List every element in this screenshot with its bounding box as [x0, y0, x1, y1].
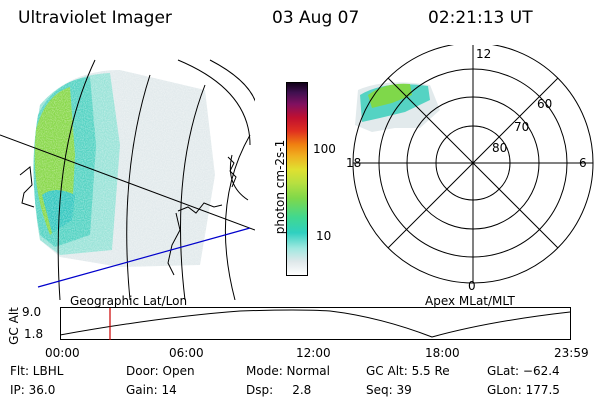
mlt-label-12: 12	[476, 47, 491, 61]
polar-map: 12 18 6 0 60 70 80	[346, 45, 594, 293]
info-glon: GLon: 177.5	[487, 383, 560, 397]
info-glat: GLat: −62.4	[487, 364, 560, 378]
colorbar-unit-label: photon cm-2s-1	[273, 139, 287, 235]
x-tick-0000: 00:00	[45, 346, 80, 360]
colorbar-tick-100: 100	[313, 142, 336, 156]
altitude-plot	[60, 307, 571, 340]
info-gain: Gain: 14	[126, 383, 177, 397]
mlt-label-18: 18	[346, 156, 361, 170]
mlt-label-6: 6	[579, 156, 587, 170]
instrument-title: Ultraviolet Imager	[18, 8, 172, 28]
alt-tick-9: 9.0	[22, 305, 42, 319]
x-tick-0600: 06:00	[169, 346, 204, 360]
info-door: Door: Open	[126, 364, 195, 378]
x-tick-2359: 23:59	[554, 346, 589, 360]
info-ip: IP: 36.0	[10, 383, 56, 397]
right-map-caption: Apex MLat/MLT	[425, 294, 515, 308]
colorbar	[286, 82, 308, 276]
mlat-label-80: 80	[492, 141, 507, 155]
geographic-map	[0, 55, 255, 300]
info-flt: Flt: LBHL	[10, 364, 64, 378]
left-map-caption: Geographic Lat/Lon	[70, 294, 188, 308]
alt-plot-ylabel: GC Alt	[7, 307, 21, 345]
info-seq: Seq: 39	[366, 383, 412, 397]
x-tick-1200: 12:00	[296, 346, 331, 360]
time-label: 02:21:13 UT	[428, 8, 533, 28]
alt-tick-1-8: 1.8	[24, 327, 44, 341]
mlat-label-70: 70	[514, 120, 529, 134]
info-dsp: Dsp: 2.8	[246, 383, 312, 397]
info-mode: Mode: Normal	[246, 364, 330, 378]
mlt-label-0: 0	[468, 279, 476, 293]
x-tick-1800: 18:00	[425, 346, 460, 360]
info-gc-alt: GC Alt: 5.5 Re	[366, 364, 450, 378]
colorbar-tick-10: 10	[316, 229, 332, 243]
date-label: 03 Aug 07	[272, 8, 360, 28]
mlat-label-60: 60	[537, 97, 552, 111]
